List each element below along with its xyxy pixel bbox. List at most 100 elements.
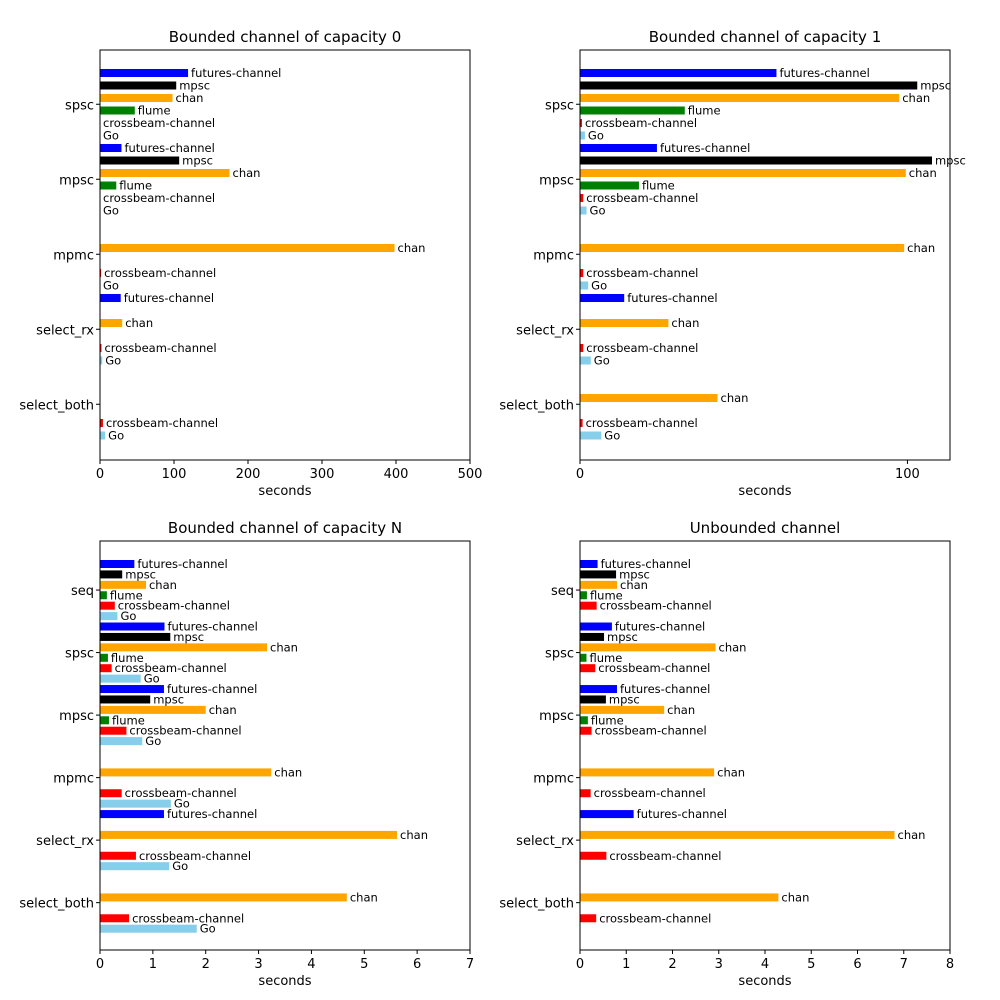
bar-label: crossbeam-channel [139,849,251,863]
bar-flume [100,591,107,600]
bar-label: crossbeam-channel [115,661,227,675]
bar-Go [580,131,585,140]
x-tick-label: 1 [622,957,630,972]
bar-label: mpsc [182,154,213,168]
y-tick-label: spsc [65,98,94,113]
bar-crossbeam-channel [580,789,591,798]
bar-flume [580,716,588,725]
bar-label: futures-channel [620,682,710,696]
bar-label: chan [667,703,695,717]
bar-Go [100,612,118,621]
bar-Go [100,356,103,365]
y-tick-label: mpsc [59,173,94,188]
bar-label: chan [909,166,937,180]
bar-chan [580,319,669,327]
y-tick-label: mpsc [539,173,574,188]
bar-crossbeam-channel [100,601,115,610]
chart-panel-2: Bounded channel of capacity 1 spsc futures… [499,28,965,499]
bar-crossbeam-channel [580,269,584,277]
bar-crossbeam-channel [580,851,607,860]
bar-chan [580,768,715,777]
bar-Go [100,737,143,746]
bar-chan [580,580,617,589]
bar-Go [580,206,587,215]
bar-crossbeam-channel [580,194,584,202]
bar-label: crossbeam-channel [594,786,706,800]
bar-label: Go [145,734,161,748]
y-tick-label: select_rx [516,834,574,849]
bar-flume [100,106,135,115]
bar-label: mpsc [609,692,640,706]
y-tick-label: select_rx [516,323,574,338]
bar-mpsc [580,81,918,90]
bar-crossbeam-channel [580,914,597,923]
bar-chan [100,319,123,327]
plot-frame [99,49,471,461]
x-axis-label: seconds [738,974,791,989]
bar-futures-channel [580,810,634,819]
bar-chan [580,705,665,714]
y-tick-label: mpmc [53,772,94,787]
bar-futures-channel [100,294,121,302]
bar-crossbeam-channel [100,914,130,923]
bar-label: chan [620,578,648,592]
plot-frame [99,540,471,951]
x-axis-label: seconds [258,484,311,499]
bar-label: flume [138,104,171,118]
bar-label: flume [590,588,623,602]
bar-chan [580,893,779,902]
x-tick-label: 300 [310,467,335,482]
bar-crossbeam-channel [100,851,136,860]
bar-crossbeam-channel [580,726,592,735]
x-tick-label: 0 [576,467,584,482]
x-tick-label: 6 [853,957,861,972]
bar-Go [100,924,197,933]
y-tick-label: select_both [19,897,94,912]
bar-label: flume [110,588,143,602]
bar-flume [100,716,109,725]
bar-label: crossbeam-channel [103,191,215,205]
bar-crossbeam-channel [580,344,584,352]
bar-label: flume [591,713,624,727]
bar-label: crossbeam-channel [586,416,698,430]
bar-mpsc [100,81,177,90]
x-tick-label: 2 [668,957,676,972]
x-tick-label: 7 [900,957,908,972]
bar-crossbeam-channel [580,419,583,427]
x-tick-label: 4 [761,957,769,972]
bar-mpsc [100,632,171,641]
bar-label: mpsc [173,630,204,644]
bar-label: crossbeam-channel [125,786,237,800]
bar-mpsc [580,695,606,704]
bar-flume [580,653,587,662]
bar-label: futures-channel [627,291,717,305]
bar-label: Go [200,922,216,936]
bar-label: Go [103,204,119,218]
bar-Go [580,281,589,290]
bar-label: crossbeam-channel [104,266,216,280]
bar-label: Go [108,429,124,443]
bar-label: mpsc [619,567,650,581]
bar-crossbeam-channel [580,119,582,127]
x-tick-label: 0 [96,467,104,482]
y-tick-label: seq [551,584,574,599]
bar-label: crossbeam-channel [586,341,698,355]
bar-label: futures-channel [660,141,750,155]
bar-label: chan [671,316,699,330]
y-tick-label: select_rx [36,834,94,849]
bar-Go [100,799,171,808]
bar-label: Go [594,354,610,368]
x-tick-label: 100 [895,467,920,482]
x-tick-label: 0 [576,957,584,972]
bar-label: Go [604,429,620,443]
bar-label: crossbeam-channel [609,849,721,863]
bar-futures-channel [100,144,122,152]
x-tick-label: 3 [715,957,723,972]
bar-crossbeam-channel [100,344,102,352]
chart-panel-4: Unbounded channelseqfutures-channelmpscc… [499,519,954,989]
y-tick-label: seq [71,584,94,599]
bar-label: chan [721,391,749,405]
bar-chan [100,643,268,652]
bar-chan [100,705,206,714]
bar-label: chan [125,316,153,330]
